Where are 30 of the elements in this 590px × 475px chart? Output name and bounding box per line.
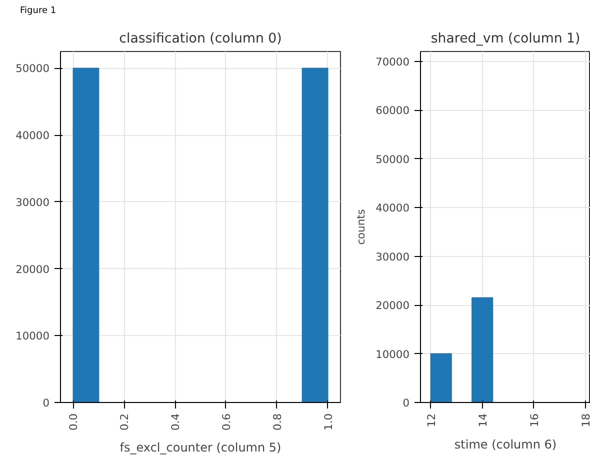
- y-tick-label: 10000: [16, 330, 50, 343]
- x-tick-label: 0.4: [169, 413, 182, 430]
- text: fs_excl_counter (column 5): [120, 440, 282, 454]
- y-tick-label: 50000: [16, 62, 50, 76]
- y-tick-label: 30000: [376, 250, 410, 264]
- y-tick-label: 20000: [16, 262, 50, 276]
- y-tick-label: 40000: [376, 202, 410, 214]
- caption: Figure 1: [20, 5, 56, 18]
- y-axis-title: counts: [354, 208, 368, 245]
- x-tick-label: 12: [424, 413, 438, 428]
- x-tick-label: 1.0: [322, 413, 335, 430]
- y-tick-label: 40000: [16, 129, 50, 142]
- x-tick-label: 0.2: [118, 413, 132, 430]
- y-tick-label: 60000: [376, 104, 410, 117]
- y-tick-label: 0: [42, 396, 50, 410]
- y-tick-label: 20000: [376, 299, 410, 312]
- chart-title: classification (column 0): [119, 32, 282, 46]
- y-tick-label: 50000: [376, 152, 410, 166]
- text: stime (column 6): [454, 438, 557, 452]
- y-tick-label: 30000: [16, 196, 50, 209]
- x-tick-label: 0.8: [270, 413, 284, 430]
- x-tick-label: 0.6: [220, 413, 233, 430]
- x-tick-label: 0.0: [67, 413, 80, 430]
- y-tick-label: 0: [402, 396, 410, 410]
- x-tick-label: 14: [476, 413, 490, 428]
- chart-title: shared_vm (column 1): [430, 32, 580, 46]
- x-tick-label: 16: [528, 413, 541, 428]
- y-tick-label: 10000: [376, 348, 410, 361]
- y-tick-label: 70000: [376, 55, 410, 68]
- x-tick-label: 18: [579, 413, 590, 428]
